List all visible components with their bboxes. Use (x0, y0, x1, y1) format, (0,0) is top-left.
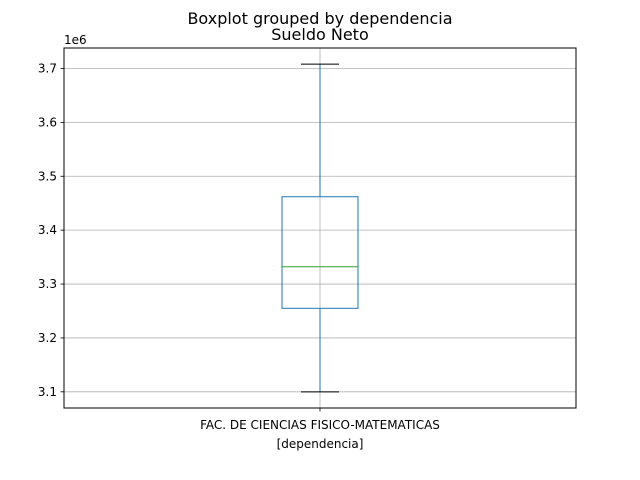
y-tick-label: 3.2 (38, 331, 57, 345)
y-tick-label: 3.1 (38, 385, 57, 399)
plot-frame (63, 47, 577, 409)
y-tick-label: 3.5 (38, 169, 57, 183)
x-axis-label: [dependencia] (277, 437, 364, 451)
iqr-box (281, 196, 359, 309)
chart-title: Sueldo Neto (271, 25, 369, 44)
y-tick-label: 3.6 (38, 115, 57, 129)
y-tick-label: 3.7 (38, 61, 57, 75)
y-offset-label: 1e6 (64, 33, 87, 47)
figure-suptitle: Boxplot grouped by dependencia (187, 9, 452, 28)
y-tick-label: 3.3 (38, 277, 57, 291)
box-layer (281, 63, 359, 393)
axis-layer: 3.1 3.2 3.3 3.4 3.5 3.6 3.7 FAC. DE CIENCIAS FI… (38, 61, 440, 432)
y-tick-label: 3.4 (38, 223, 57, 237)
x-tick-label: FAC. DE CIENCIAS FISICO-MATEMATICAS (200, 418, 440, 432)
